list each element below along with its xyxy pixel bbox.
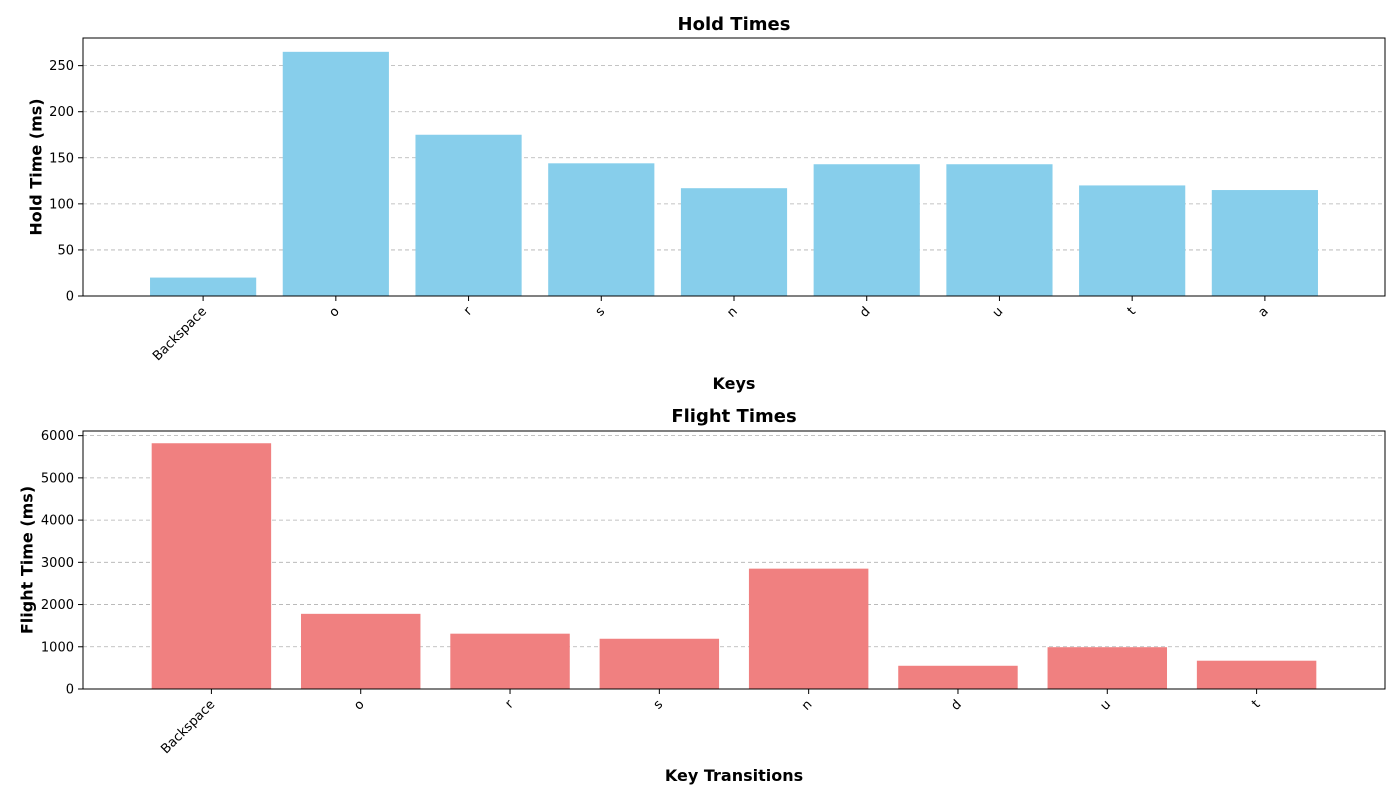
flight-y-tick-label: 3000 [41, 556, 74, 571]
hold-bar-s [548, 163, 655, 296]
hold-x-tick-label: Backspace [150, 304, 210, 364]
hold-y-tick-label: 150 [49, 151, 74, 166]
flight-plot-frame [82, 430, 1386, 690]
hold-y-tick-label: 200 [49, 105, 74, 120]
flight-y-tick-label: 1000 [41, 640, 74, 655]
flight-bar-backspace [151, 443, 272, 689]
hold-y-tick-label: 0 [66, 290, 74, 305]
flight-y-tick-label: 6000 [41, 429, 74, 444]
flight-x-tick-label: o [351, 697, 367, 713]
flight-x-tick-label: Backspace [158, 697, 218, 757]
hold-x-tick-label: a [1255, 304, 1271, 320]
hold-x-tick-label: r [461, 304, 476, 319]
flight-bar-n [748, 568, 869, 689]
flight-x-tick-label: r [502, 697, 517, 712]
flight-y-tick-label: 4000 [41, 514, 74, 529]
flight-bar-o [300, 613, 421, 689]
flight-y-axis-label: Flight Time (ms) [18, 486, 37, 634]
flight-x-tick-label: d [948, 697, 964, 713]
hold-times-chart: 0 50 100 150 200 250 Backspace o r s n d u t a Hold Ti… [27, 14, 1386, 393]
hold-bar-t [1079, 185, 1186, 296]
hold-y-tick-label: 100 [49, 197, 74, 212]
hold-bar-n [680, 188, 788, 296]
hold-x-tick-label: d [857, 304, 873, 320]
hold-bar-r [415, 134, 522, 296]
flight-x-axis-label: Key Transitions [665, 766, 803, 785]
hold-x-tick-label: t [1125, 304, 1139, 318]
flight-x-tick-label: n [799, 697, 815, 713]
flight-x-tick-label: u [1098, 697, 1114, 713]
flight-bar-r [450, 633, 570, 689]
hold-bar-backspace [150, 277, 257, 296]
hold-x-tick-label: s [593, 304, 609, 320]
flight-chart-title: Flight Times [671, 406, 796, 427]
flight-bar-t [1196, 660, 1317, 689]
flight-bar-u [1047, 647, 1168, 689]
flight-y-tick-label: 0 [66, 683, 74, 698]
hold-x-axis-label: Keys [713, 374, 756, 393]
hold-x-tick-label: u [990, 304, 1006, 320]
hold-bar-a [1211, 190, 1318, 296]
flight-y-tick-label: 2000 [41, 598, 74, 613]
hold-bar-o [282, 51, 389, 297]
hold-bar-d [813, 164, 920, 296]
flight-bar-d [898, 665, 1018, 689]
hold-y-tick-label: 50 [57, 243, 74, 258]
flight-y-tick-label: 5000 [41, 471, 74, 486]
hold-y-tick-label: 250 [49, 59, 74, 74]
flight-times-chart: 0 1000 2000 3000 4000 5000 6000 Backspace o r s n d u… [18, 406, 1386, 785]
flight-x-tick-label: s [651, 697, 667, 713]
flight-bar-s [599, 638, 720, 689]
hold-x-tick-label: n [724, 304, 740, 320]
hold-bar-u [946, 164, 1053, 296]
hold-chart-title: Hold Times [678, 14, 791, 35]
flight-x-tick-label: t [1249, 697, 1263, 711]
hold-x-tick-label: o [326, 304, 342, 320]
hold-y-axis-label: Hold Time (ms) [27, 98, 46, 235]
